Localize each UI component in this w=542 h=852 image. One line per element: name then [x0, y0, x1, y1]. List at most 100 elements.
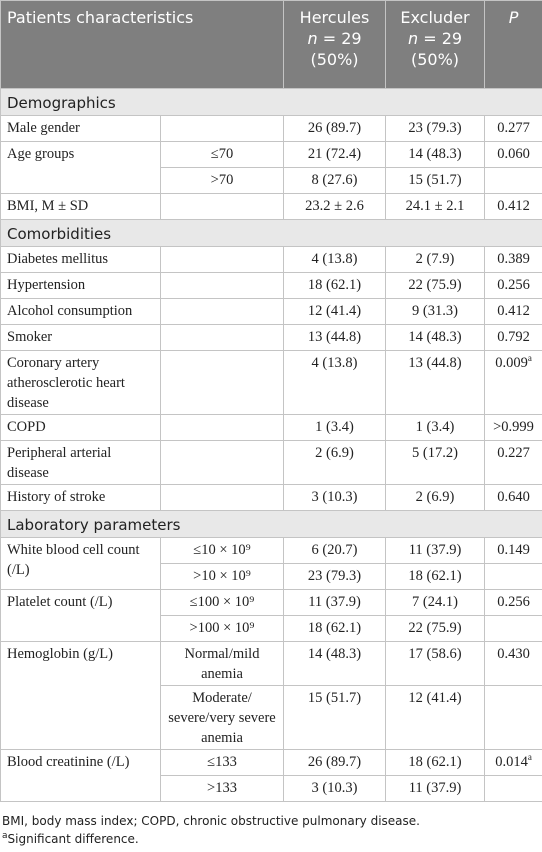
p-value: 0.412: [497, 303, 530, 319]
p-note: a: [527, 752, 532, 763]
p-value-cell: 0.430: [484, 641, 542, 686]
hercules-value: 14 (48.3): [283, 641, 387, 686]
data-row: Age groups ≤70 21 (72.4) 14 (48.3) 0.060: [0, 141, 542, 194]
hercules-value: 4 (13.8): [283, 350, 387, 415]
header-p: P: [484, 0, 542, 89]
p-value-cell: 0.009a: [484, 350, 542, 415]
excluder-value: 22 (75.9): [385, 272, 486, 299]
hercules-value: 26 (89.7): [283, 115, 387, 142]
section-title: Laboratory parameters: [0, 510, 542, 538]
footnote-text: Significant difference.: [7, 832, 139, 846]
excluder-value: 11 (37.9): [385, 775, 486, 802]
row-label: Age groups: [0, 141, 161, 194]
p-value: 0.792: [497, 329, 530, 345]
p-value-cell: [484, 167, 542, 194]
hercules-value: 6 (20.7): [283, 537, 387, 564]
group-n: n = 29: [392, 28, 478, 49]
data-row: >100 × 10⁹ 18 (62.1) 22 (75.9): [1, 615, 542, 642]
p-value: 0.149: [497, 542, 530, 558]
p-value-cell: 0.792: [484, 324, 542, 351]
hercules-value: 4 (13.8): [283, 246, 387, 273]
subgroup: [159, 414, 285, 441]
data-row: Platelet count (/L) ≤100 × 10⁹ 11 (37.9) 7 …: [0, 589, 542, 642]
hercules-value: 11 (37.9): [283, 589, 387, 616]
row-label: Diabetes mellitus: [0, 246, 161, 273]
hercules-value: 8 (27.6): [283, 167, 387, 194]
subgroup: Moderate/ severe/very severe anemia: [159, 685, 285, 750]
p-value: 0.640: [497, 489, 530, 505]
row-label: COPD: [0, 414, 161, 441]
hercules-value: 23.2 ± 2.6: [283, 193, 387, 220]
row-label: White blood cell count (/L): [0, 537, 161, 590]
group-name: Hercules: [299, 8, 370, 27]
data-row: Coronary artery atherosclerotic heart di…: [0, 350, 542, 415]
p-value-cell: 0.256: [484, 272, 542, 299]
subgroup: >10 × 10⁹: [159, 563, 285, 590]
section-title: Demographics: [0, 88, 542, 116]
p-value-cell: 0.149: [484, 537, 542, 564]
p-value-cell: 0.060: [484, 141, 542, 168]
header-group: Hercules n = 29 (50%): [283, 0, 387, 89]
n-value: = 29: [322, 29, 362, 48]
data-row: BMI, M ± SD 23.2 ± 2.6 24.1 ± 2.1 0.412: [0, 193, 542, 220]
excluder-value: 12 (41.4): [385, 685, 486, 750]
row-label: Hemoglobin (g/L): [0, 641, 161, 750]
p-value: 0.256: [497, 277, 530, 293]
n-symbol: n: [407, 29, 419, 48]
data-row: >10 × 10⁹ 23 (79.3) 18 (62.1): [1, 563, 542, 590]
footnote-text: BMI, body mass index; COPD, chronic obst…: [2, 814, 420, 828]
subgroup: ≤70: [159, 141, 285, 168]
hercules-value: 3 (10.3): [283, 484, 387, 511]
subgroup: ≤10 × 10⁹: [159, 537, 285, 564]
excluder-value: 22 (75.9): [385, 615, 486, 642]
p-value: 0.014: [495, 754, 528, 770]
hercules-value: 1 (3.4): [283, 414, 387, 441]
p-value-cell: 0.389: [484, 246, 542, 273]
data-row: White blood cell count (/L) ≤10 × 10⁹ 6 (2…: [0, 537, 542, 590]
section-title: Comorbidities: [0, 219, 542, 247]
subgroup: [159, 115, 285, 142]
p-value: 0.256: [497, 594, 530, 610]
row-label: Alcohol consumption: [0, 298, 161, 325]
data-row: Diabetes mellitus 4 (13.8) 2 (7.9) 0.389: [0, 246, 542, 273]
p-value-cell: 0.412: [484, 298, 542, 325]
p-value-cell: 0.256: [484, 589, 542, 616]
row-label: Peripheral arterial disease: [0, 440, 161, 485]
subgroup: >133: [159, 775, 285, 802]
header-group: Excluder n = 29 (50%): [385, 0, 486, 89]
data-row: Alcohol consumption 12 (41.4) 9 (31.3) 0.41…: [0, 298, 542, 325]
subgroup: ≤100 × 10⁹: [159, 589, 285, 616]
data-row: Smoker 13 (44.8) 14 (48.3) 0.792: [0, 324, 542, 351]
excluder-value: 17 (58.6): [385, 641, 486, 686]
subgroup: ≤133: [159, 749, 285, 776]
row-label: BMI, M ± SD: [0, 193, 161, 220]
group-share: (50%): [310, 50, 359, 69]
excluder-value: 13 (44.8): [385, 350, 486, 415]
data-row: Hemoglobin (g/L) Normal/mild anemia 14 (48…: [0, 641, 542, 750]
p-value: 0.412: [497, 198, 530, 214]
hercules-value: 21 (72.4): [283, 141, 387, 168]
hercules-value: 15 (51.7): [283, 685, 387, 750]
data-row: Blood creatinine (/L) ≤133 26 (89.7) 18 (62…: [0, 749, 542, 802]
p-value-cell: [484, 775, 542, 802]
table-header: Patients characteristics Hercules n = 29(…: [0, 0, 542, 89]
p-value: >0.999: [493, 419, 534, 435]
row-label: History of stroke: [0, 484, 161, 511]
row-label: Male gender: [0, 115, 161, 142]
row-label: Smoker: [0, 324, 161, 351]
subgroup: [159, 440, 285, 485]
footnote: aSignificant difference.: [2, 830, 542, 848]
p-value-cell: [484, 563, 542, 590]
p-value-cell: 0.277: [484, 115, 542, 142]
excluder-value: 15 (51.7): [385, 167, 486, 194]
excluder-value: 1 (3.4): [385, 414, 486, 441]
characteristics-table: Patients characteristics Hercules n = 29(…: [0, 0, 542, 802]
group-n: n = 29: [290, 28, 379, 49]
p-value: 0.430: [497, 646, 530, 662]
row-label: Blood creatinine (/L): [0, 749, 161, 802]
subgroup: >100 × 10⁹: [159, 615, 285, 642]
data-row: Peripheral arterial disease 2 (6.9) 5 (17.…: [0, 440, 542, 485]
section-row: Laboratory parameters: [0, 510, 542, 538]
footnote-mark: a: [2, 831, 8, 841]
p-value: 0.227: [497, 445, 530, 461]
